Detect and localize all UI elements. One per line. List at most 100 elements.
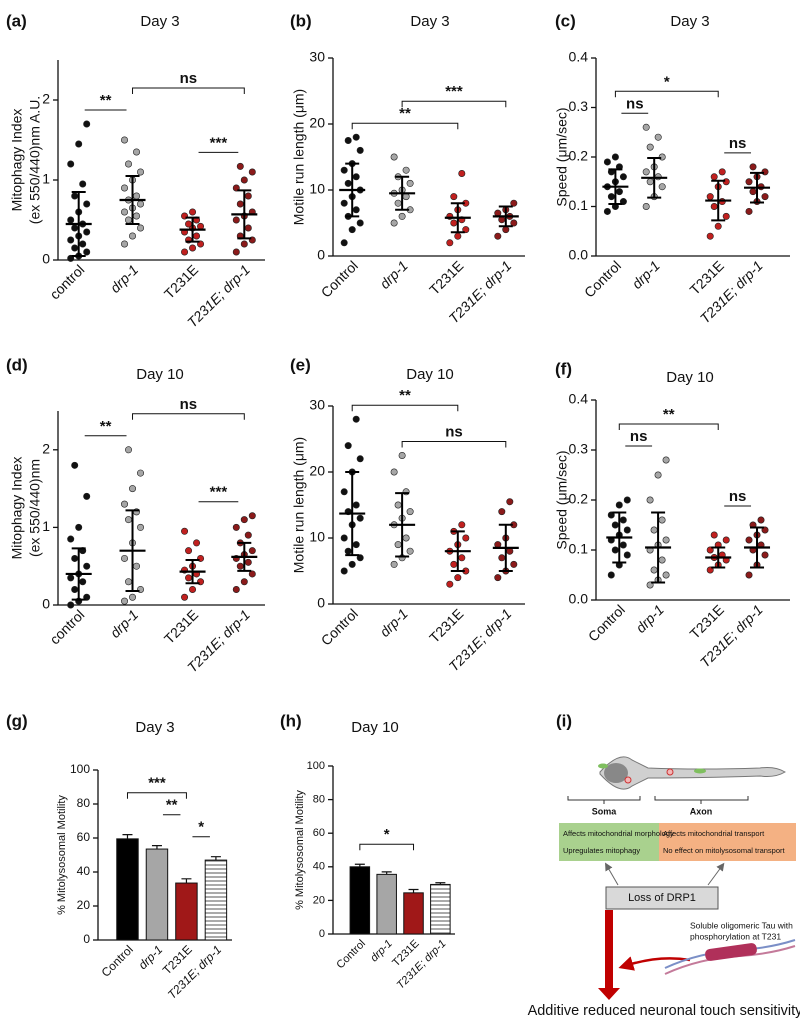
data-point (344, 442, 352, 450)
bar (116, 838, 139, 941)
data-point (125, 160, 133, 168)
significance-label: *** (210, 134, 228, 151)
chart-title: Day 3 (670, 13, 709, 30)
panel-label: (i) (556, 711, 572, 730)
significance-label: ** (100, 418, 112, 435)
significance-label: ** (399, 105, 411, 122)
y-tick-label: 80 (313, 794, 325, 806)
data-point (340, 199, 348, 207)
data-point (623, 551, 631, 559)
data-point (129, 593, 137, 601)
significance-label: * (198, 819, 204, 836)
data-point (745, 571, 753, 579)
y-tick-label: 0.2 (569, 491, 589, 507)
y-axis-label: % Mitolysosomal Motility (56, 795, 68, 915)
data-point (137, 224, 145, 232)
data-point (189, 585, 197, 593)
y-tick-label: 0 (317, 595, 325, 611)
data-point (450, 560, 458, 568)
data-point (406, 508, 414, 516)
significance-bracket (614, 90, 719, 98)
significance-label: ns (729, 488, 747, 505)
lysosome (624, 776, 632, 784)
data-point (615, 501, 623, 509)
data-point (193, 539, 201, 547)
y-tick-label: 0.4 (569, 49, 589, 65)
data-point (654, 471, 662, 479)
data-point (714, 222, 722, 230)
data-point (394, 501, 402, 509)
data-point (125, 446, 133, 454)
y-tick-label: 20 (309, 463, 325, 479)
data-point (510, 560, 518, 568)
data-point (79, 240, 87, 248)
data-point (454, 232, 462, 240)
data-point (406, 547, 414, 555)
data-point (121, 240, 129, 248)
data-point (761, 193, 769, 201)
effect: Affects mitochondrial transport (663, 829, 765, 838)
cause-box (605, 886, 719, 910)
data-point (340, 488, 348, 496)
data-point (761, 551, 769, 559)
x-tick-label: Control (334, 938, 368, 972)
data-point (121, 500, 129, 508)
x-tick-label: Control (581, 257, 624, 300)
y-axis-label: (ex 550/440)nm (27, 459, 43, 557)
y-tick-label: 0 (42, 251, 50, 267)
data-point (79, 578, 87, 586)
data-point (658, 556, 666, 564)
data-point (458, 554, 466, 562)
data-point (710, 173, 718, 181)
data-point (240, 240, 248, 248)
data-point (83, 492, 91, 500)
y-axis-label: % Mitolysosomal Motility (294, 790, 306, 910)
data-point (83, 200, 91, 208)
effect: No effect on mitolysosomal transport (663, 846, 785, 855)
bar (204, 859, 228, 941)
data-point (244, 192, 252, 200)
bar (349, 866, 371, 935)
effect: Upregulates mitophagy (563, 846, 640, 855)
data-point (236, 200, 244, 208)
axon-box (659, 823, 796, 861)
data-point (83, 228, 91, 236)
bar (403, 892, 424, 935)
y-axis-label: Motile run length (μm) (291, 89, 307, 225)
data-point (340, 166, 348, 174)
data-point (607, 571, 615, 579)
data-point (67, 236, 75, 244)
axon-label: Axon (690, 806, 713, 816)
significance-label: ns (729, 135, 747, 152)
data-point (121, 208, 129, 216)
data-point (232, 585, 240, 593)
chart-title: Day 10 (666, 369, 714, 386)
data-point (745, 207, 753, 215)
tau: Soluble oligomeric Tau with (690, 920, 793, 930)
significance-label: ns (180, 396, 198, 413)
data-point (394, 199, 402, 207)
data-point (67, 535, 75, 543)
chart-title: Day 10 (351, 719, 399, 736)
soma-label: Soma (592, 806, 618, 816)
significance-label: *** (148, 775, 166, 792)
significance-label: ** (166, 797, 178, 814)
data-point (607, 193, 615, 201)
data-point (181, 527, 189, 535)
data-point (352, 415, 360, 423)
data-point (240, 516, 248, 524)
data-point (71, 244, 79, 252)
data-point (340, 239, 348, 247)
data-point (646, 496, 654, 504)
data-point (129, 232, 137, 240)
data-point (718, 168, 726, 176)
significance-bracket (132, 87, 245, 94)
data-point (244, 531, 252, 539)
y-tick-label: 2 (42, 441, 50, 457)
data-point (189, 208, 197, 216)
data-point (510, 199, 518, 207)
data-point (462, 534, 470, 542)
lysosome (666, 768, 674, 776)
